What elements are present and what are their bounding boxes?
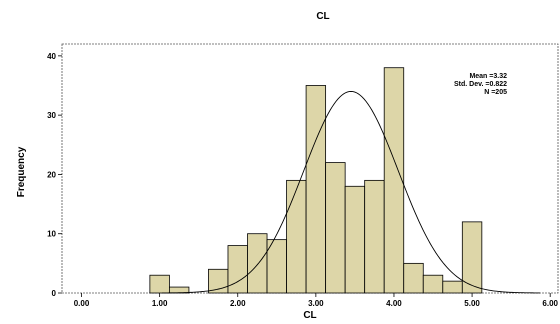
histogram-bar-9 — [325, 162, 346, 294]
stat-n: N =205 — [484, 89, 507, 96]
histogram-bar-14 — [422, 274, 444, 294]
x-axis-label: CL — [303, 310, 316, 321]
x-tick-label-6: 6.00 — [542, 299, 558, 308]
histogram-bar-11 — [364, 179, 385, 294]
x-tick-label-0: 0.00 — [74, 299, 90, 308]
histogram-bar-0 — [149, 274, 170, 294]
y-tick-label-3: 30 — [47, 111, 56, 120]
histogram-bar-5 — [247, 233, 268, 294]
x-tick-label-4: 4.00 — [386, 299, 402, 308]
stats-box: Mean =3.32 Std. Dev. =0.822 N =205 — [454, 73, 507, 96]
x-tick-label-2: 2.00 — [230, 299, 246, 308]
y-tick-label-0: 0 — [52, 289, 57, 298]
histogram-bar-6 — [266, 239, 287, 294]
stat-mean: Mean =3.32 — [469, 73, 507, 80]
histogram-bar-15 — [442, 280, 463, 294]
y-tick-label-1: 10 — [47, 230, 56, 239]
x-tick-label-1: 1.00 — [152, 299, 168, 308]
x-tick-label-5: 5.00 — [464, 299, 480, 308]
stat-std-dev: Std. Dev. =0.822 — [454, 81, 507, 88]
plot-area: 0.00 1.00 2.00 3.00 4.00 5.00 6.00 0 10 20 30 40 — [47, 43, 559, 308]
chart-title: CL — [316, 11, 329, 22]
histogram-bar-12 — [383, 67, 405, 294]
histogram-bar-8 — [305, 85, 327, 294]
histogram-bar-10 — [344, 185, 366, 294]
y-axis-label: Frequency — [16, 146, 27, 197]
x-tick-label-3: 3.00 — [308, 299, 324, 308]
histogram-bar-7 — [286, 179, 307, 294]
histogram-bar-4 — [227, 245, 248, 294]
y-tick-label-4: 40 — [47, 52, 56, 61]
normal-curve — [161, 90, 541, 294]
histogram-bar-13 — [403, 262, 424, 294]
y-tick-label-2: 20 — [47, 170, 56, 179]
